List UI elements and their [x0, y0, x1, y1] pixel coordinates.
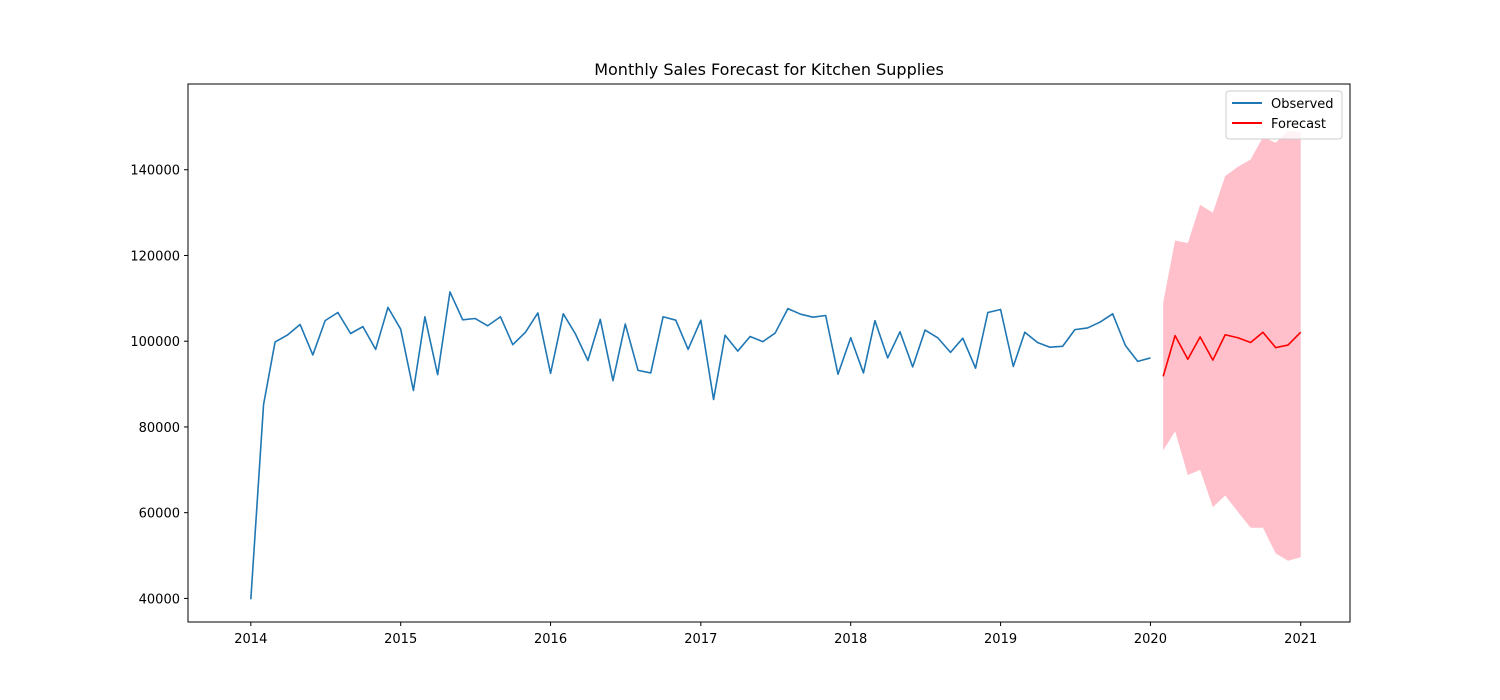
- y-axis: 40000 60000 80000 100000 120000 140000: [130, 164, 188, 607]
- y-tick-label: 120000: [130, 249, 180, 264]
- x-tick-label: 2015: [384, 632, 417, 647]
- x-tick-label: 2018: [834, 632, 867, 647]
- x-tick-label: 2014: [234, 632, 267, 647]
- forecast-confidence-band: [1163, 131, 1301, 561]
- legend-label-forecast: Forecast: [1271, 117, 1326, 132]
- x-tick-label: 2017: [684, 632, 717, 647]
- series-line-forecast: [1162, 331, 1302, 377]
- y-tick-label: 60000: [139, 507, 180, 522]
- x-tick-label: 2020: [1134, 632, 1167, 647]
- x-tick-label: 2019: [984, 632, 1017, 647]
- series-line-observed: [250, 291, 1151, 600]
- legend-label-observed: Observed: [1271, 97, 1334, 112]
- x-tick-label: 2021: [1284, 632, 1317, 647]
- plot-frame: [187, 83, 1351, 623]
- y-tick-label: 100000: [130, 335, 180, 350]
- legend: Observed Forecast: [1225, 90, 1343, 140]
- y-tick-label: 80000: [139, 421, 180, 436]
- y-tick-label: 40000: [139, 592, 180, 607]
- x-axis: 2014 2015 2016 2017 2018 2019 2020 2021: [234, 622, 1317, 647]
- plot-area: [250, 131, 1302, 600]
- chart-title: Monthly Sales Forecast for Kitchen Suppl…: [594, 60, 944, 79]
- x-tick-label: 2016: [534, 632, 567, 647]
- y-tick-label: 140000: [130, 164, 180, 179]
